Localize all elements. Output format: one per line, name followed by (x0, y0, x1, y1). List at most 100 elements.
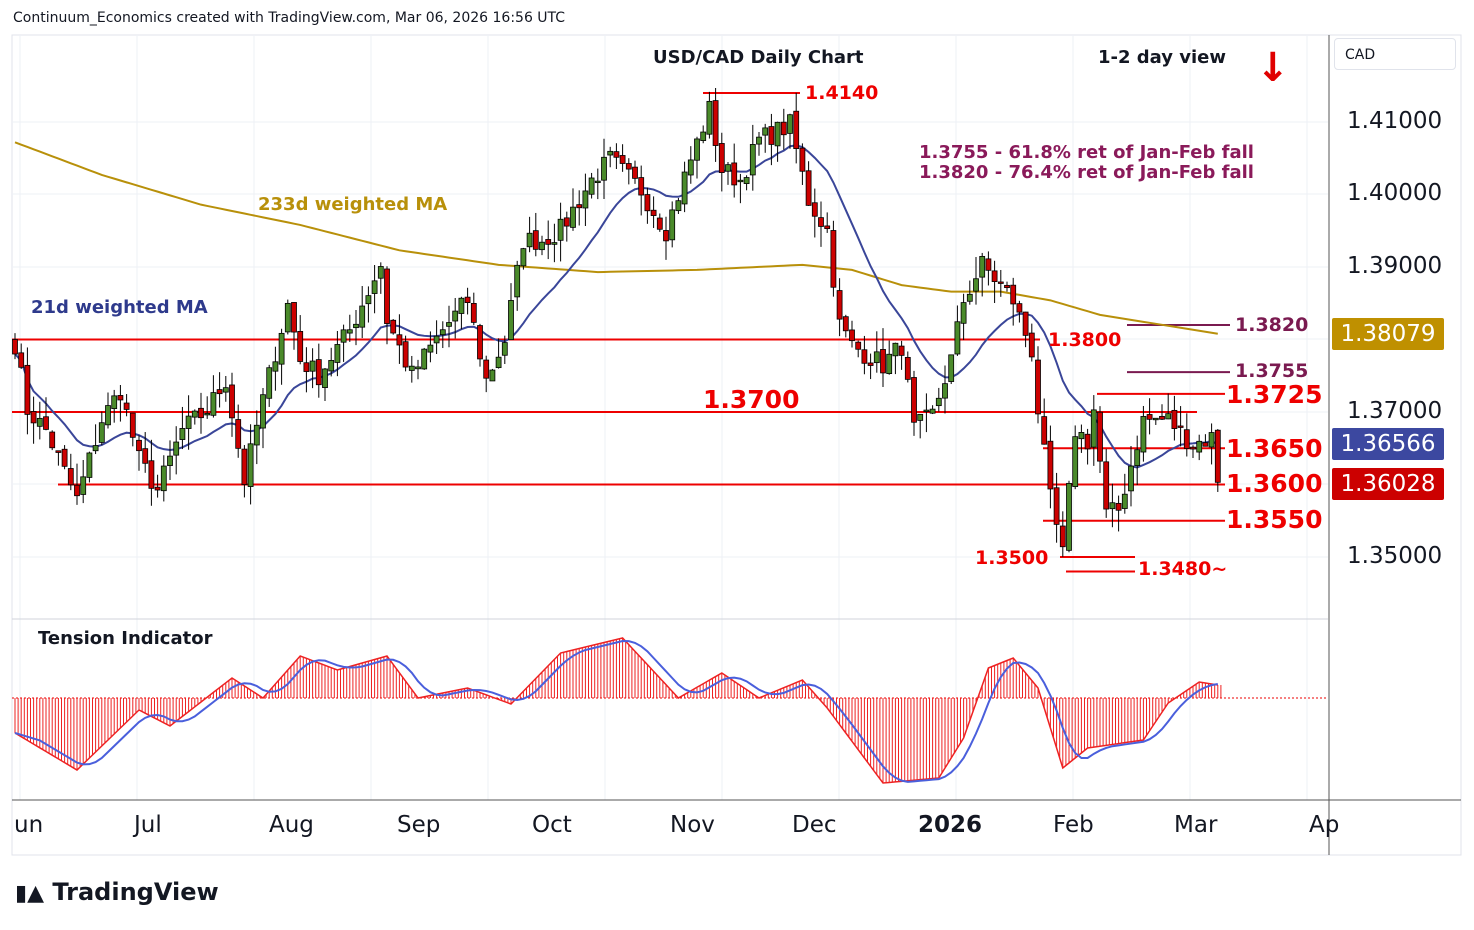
candle-down (198, 407, 204, 419)
candle-up (334, 344, 341, 363)
candle-down (1053, 487, 1060, 525)
candle-down (545, 239, 552, 245)
candle-up (501, 342, 508, 356)
y-tick: 1.41000 (1347, 108, 1443, 134)
candle-up (191, 410, 198, 418)
candle-up (706, 100, 713, 135)
candle-down (830, 230, 837, 288)
candle-down (148, 460, 155, 489)
ma21-label: 21d weighted MA (31, 297, 208, 318)
candle-up (570, 206, 576, 228)
candle-down (30, 411, 37, 424)
level-label-1.3700: 1.3700 (703, 385, 800, 414)
candle-up (700, 131, 707, 141)
candle-down (663, 230, 669, 242)
candle-up (284, 302, 291, 333)
candle-down (229, 384, 235, 419)
candle-up (1196, 440, 1203, 453)
candle-up (1121, 493, 1128, 509)
candle-down (638, 177, 645, 196)
candle-up (328, 360, 335, 372)
candle-up (36, 417, 43, 427)
candle-down (824, 225, 831, 230)
candle-up (942, 383, 948, 399)
candle-up (1165, 413, 1172, 420)
candle-up (892, 342, 899, 357)
level-label-1.3650: 1.3650 (1226, 434, 1323, 463)
header-text: Continuum_Economics created with Trading… (13, 10, 566, 26)
candle-down (650, 209, 657, 216)
candle-down (142, 448, 149, 464)
candle-down (1004, 284, 1010, 289)
candle-down (303, 362, 310, 372)
candle-up (973, 278, 979, 292)
candle-up (669, 209, 676, 241)
candle-down (384, 268, 390, 324)
candle-down (291, 302, 297, 333)
candle-down (470, 303, 477, 323)
x-tick: Dec (792, 812, 837, 838)
candle-down (1028, 332, 1035, 358)
candle-up (185, 415, 192, 429)
candle-up (346, 329, 353, 334)
candle-down (43, 416, 49, 430)
fib-note-2: 1.3820 - 76.4% ret of Jan-Feb fall (919, 162, 1254, 183)
candle-up (743, 177, 750, 184)
candle-up (935, 397, 942, 407)
candle-down (842, 316, 849, 332)
candle-up (1134, 449, 1141, 466)
candle-down (1177, 425, 1184, 428)
candle-up (601, 156, 607, 181)
candle-up (446, 322, 452, 327)
candle-down (818, 217, 824, 227)
candle-down (576, 204, 583, 209)
currency-selector[interactable]: CAD (1334, 38, 1456, 70)
candle-down (12, 339, 18, 355)
candle-up (749, 144, 756, 176)
candle-down (396, 334, 403, 346)
candle-up (309, 360, 316, 372)
candle-down (67, 468, 74, 486)
y-tick: 1.40000 (1347, 180, 1443, 206)
candle-down (811, 202, 818, 217)
candle-up (588, 177, 595, 195)
candle-down (1035, 359, 1041, 415)
candle-up (489, 369, 496, 382)
ma21-price-badge: 1.36566 (1332, 428, 1444, 460)
candle-down (477, 325, 483, 360)
candle-down (1159, 415, 1165, 420)
candle-down (712, 100, 719, 146)
candle-up (92, 445, 99, 452)
candle-up (762, 127, 769, 136)
candle-down (1022, 311, 1029, 336)
candle-up (687, 159, 694, 176)
candle-down (1084, 433, 1091, 450)
x-tick: Mar (1174, 812, 1218, 838)
candle-up (452, 310, 459, 322)
candle-up (495, 356, 502, 369)
candle-up (210, 392, 217, 416)
candle-up (607, 150, 614, 156)
tradingview-logo[interactable]: ▮▲ TradingView (15, 878, 219, 906)
candle-down (563, 217, 570, 227)
candle-down (117, 395, 124, 401)
ma233-line (14, 141, 1218, 335)
candle-up (204, 413, 211, 416)
candle-up (725, 164, 731, 172)
candle-down (123, 402, 130, 410)
candle-up (526, 232, 533, 248)
candle-down (867, 362, 874, 366)
x-tick: Sep (397, 812, 441, 838)
candle-down (464, 296, 471, 303)
candle-down (1103, 461, 1110, 510)
candle-up (86, 452, 93, 478)
candle-up (222, 387, 229, 393)
candle-down (1059, 525, 1066, 548)
x-tick: Feb (1053, 812, 1094, 838)
candle-down (136, 439, 142, 452)
candle-down (836, 290, 843, 320)
x-tick: Aug (269, 812, 314, 838)
x-tick: un (14, 812, 44, 838)
